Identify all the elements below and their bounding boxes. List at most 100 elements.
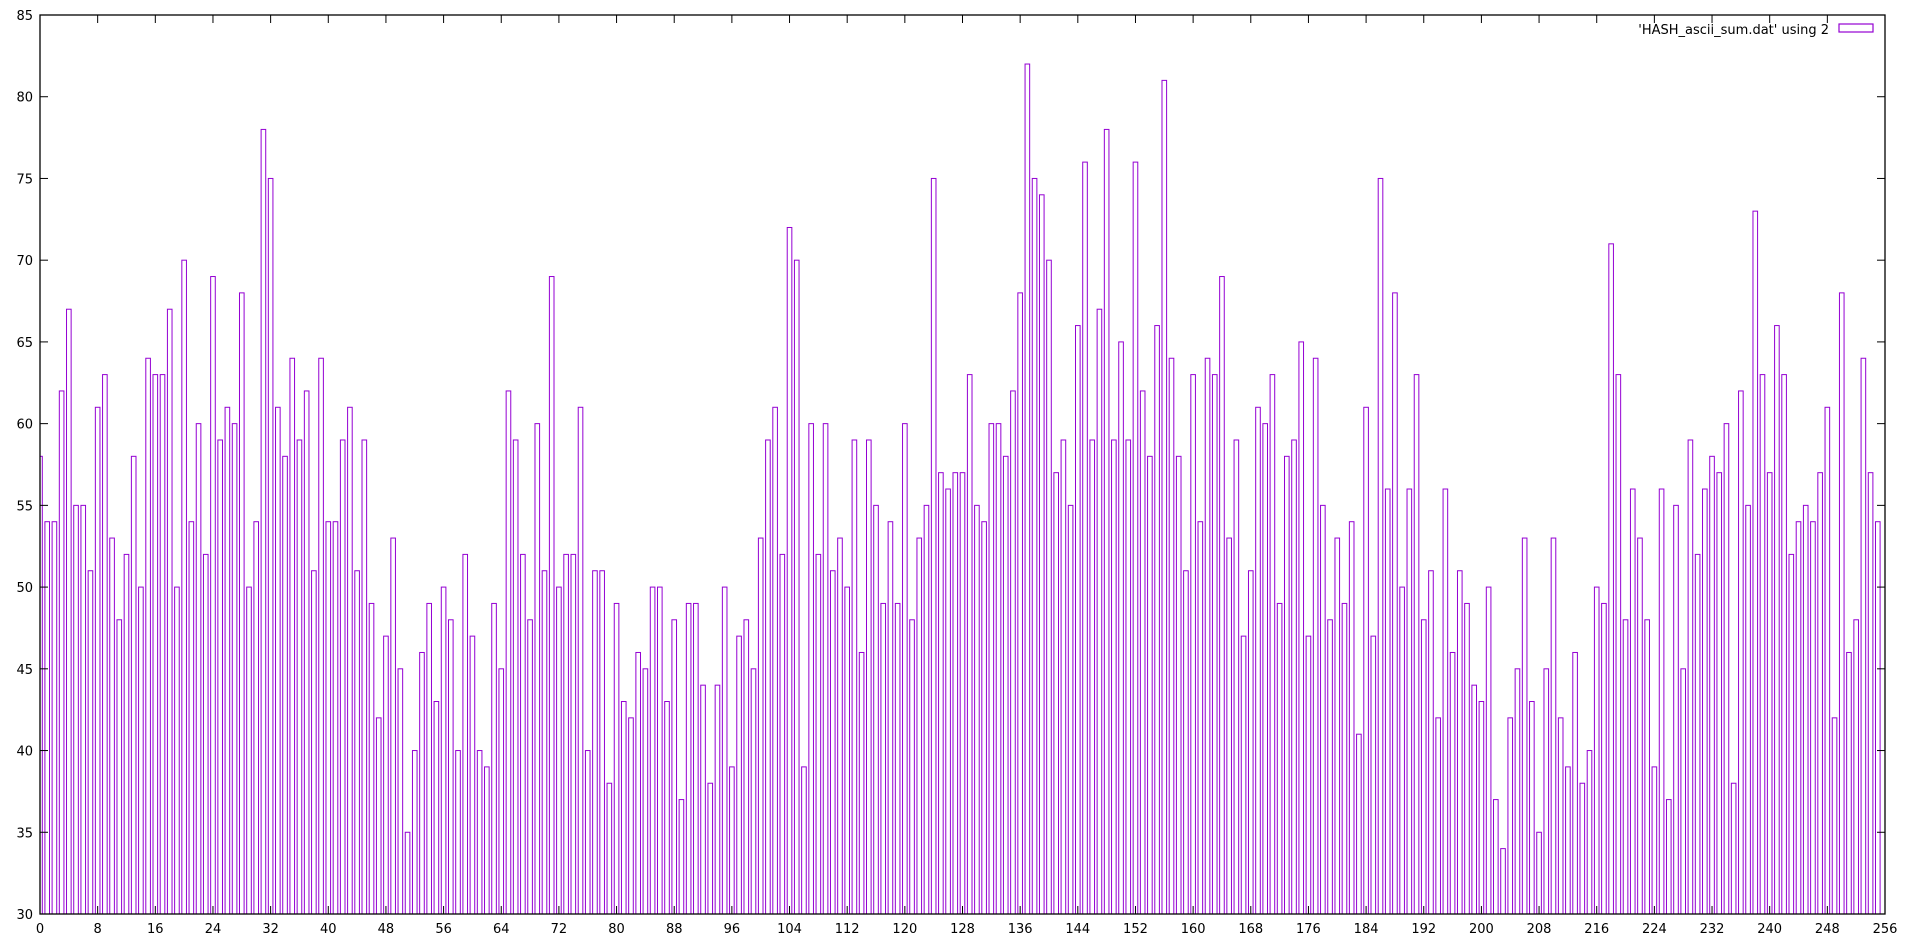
bar [368,602,375,915]
bar [152,374,159,915]
bar [224,406,231,915]
bar [1168,357,1175,915]
bar [628,717,634,915]
x-tick-label: 128 [950,922,975,937]
bar [1781,374,1787,915]
x-tick-label: 32 [262,922,279,937]
bar [1752,210,1759,915]
bar [1017,292,1023,915]
x-tick-label: 152 [1123,922,1148,937]
bar [750,668,757,915]
bar [1702,488,1708,915]
bar [736,635,742,915]
bar [1485,586,1492,915]
bar [130,455,137,915]
bar [289,357,296,915]
bar [1312,357,1319,915]
bar [1428,570,1434,915]
bar [332,521,339,915]
x-tick-label: 0 [36,922,44,937]
bar [1608,243,1614,915]
bar [231,423,238,915]
x-tick-label: 112 [835,922,860,937]
bar [923,504,930,915]
bar [945,488,951,915]
bar [1774,325,1780,915]
legend-swatch [1838,23,1874,33]
bar [1449,651,1456,915]
bar [995,423,1002,915]
bar [1406,488,1413,915]
bar [613,602,620,915]
bar [44,521,51,915]
bar [476,750,483,915]
bar [1125,439,1132,915]
bar [246,586,252,915]
x-tick-label: 184 [1354,922,1379,937]
bar [938,472,944,915]
bar [887,521,894,915]
bar [267,177,274,915]
bar [1197,521,1204,915]
bar [1788,553,1795,915]
bar [866,439,872,915]
bar [1874,521,1881,915]
x-tick-label: 48 [378,922,395,937]
bar [1226,537,1232,915]
bar [1730,782,1737,915]
x-tick-label: 248 [1815,922,1840,937]
bar [1709,455,1715,915]
bar [1276,602,1283,915]
x-tick-label: 88 [666,922,683,937]
y-tick-label: 85 [16,9,33,24]
bar [714,684,721,915]
bar [238,292,245,915]
bar [1860,357,1867,915]
x-tick-label: 168 [1238,922,1263,937]
y-tick-label: 55 [16,499,33,514]
bar [1399,586,1405,915]
bar [909,619,915,915]
bar [1363,406,1369,915]
bar [577,406,584,915]
y-tick-label: 75 [16,172,33,187]
x-tick-label: 64 [493,922,510,937]
bar [685,602,692,915]
bar [721,586,728,915]
bar [188,521,195,915]
bars-group [39,63,1881,915]
bar [1204,357,1211,915]
bar [1147,455,1153,915]
bar [1673,504,1679,915]
bar [1658,488,1665,915]
bar [1392,292,1398,915]
bar [455,750,461,915]
x-tick-label: 200 [1469,922,1494,937]
bar [1716,472,1723,915]
bar [1493,799,1499,915]
bar [80,504,87,915]
bar [1521,537,1528,915]
bar [354,570,360,915]
bar [815,553,822,915]
bar [303,390,310,915]
bar [592,570,598,915]
bar [534,423,541,915]
bar [1247,570,1254,915]
x-tick-label: 216 [1584,922,1609,937]
bar [1219,276,1225,915]
bar [599,570,605,915]
bar [1593,586,1600,915]
bar [743,619,750,915]
bar [1738,390,1744,915]
bar [462,553,469,915]
bar [1665,799,1672,915]
bar [1111,439,1117,915]
y-tick-label: 65 [16,336,33,351]
bar [1096,308,1103,915]
bar [491,602,497,915]
bar [772,406,778,915]
bar [73,504,79,915]
bar [786,226,793,915]
bar [1413,374,1420,915]
